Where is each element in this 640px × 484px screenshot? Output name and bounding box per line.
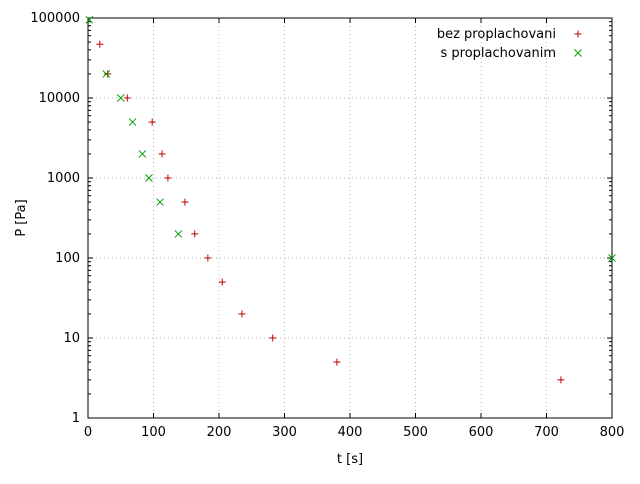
y-tick-label: 100000 (30, 11, 80, 26)
marker-cross (128, 118, 137, 126)
marker-cross (608, 254, 616, 262)
y-tick-label: 1000 (47, 171, 80, 186)
x-axis-label: t [s] (337, 452, 363, 467)
marker-cross (156, 198, 164, 206)
y-tick-label: 10000 (39, 91, 80, 106)
x-tick-label: 700 (534, 425, 559, 440)
x-tick-label: 100 (141, 425, 166, 440)
marker-cross (574, 49, 582, 57)
y-tick-label: 1 (72, 411, 80, 426)
marker-cross (138, 150, 147, 158)
x-tick-label: 800 (600, 425, 625, 440)
y-tick-label: 10 (63, 331, 80, 346)
x-tick-label: 200 (207, 425, 232, 440)
legend-label: bez proplachovani (437, 27, 556, 42)
x-tick-label: 0 (84, 425, 92, 440)
marker-cross (145, 174, 153, 182)
x-tick-label: 400 (338, 425, 363, 440)
x-tick-label: 600 (469, 425, 494, 440)
marker-cross (102, 70, 111, 78)
legend-label: s proplachovanim (440, 46, 556, 61)
y-axis-label: P [Pa] (14, 199, 29, 236)
marker-cross (116, 94, 125, 102)
y-tick-label: 100 (55, 251, 80, 266)
x-tick-label: 300 (272, 425, 297, 440)
x-tick-label: 500 (403, 425, 428, 440)
marker-cross (85, 15, 94, 24)
marker-cross (174, 230, 183, 238)
